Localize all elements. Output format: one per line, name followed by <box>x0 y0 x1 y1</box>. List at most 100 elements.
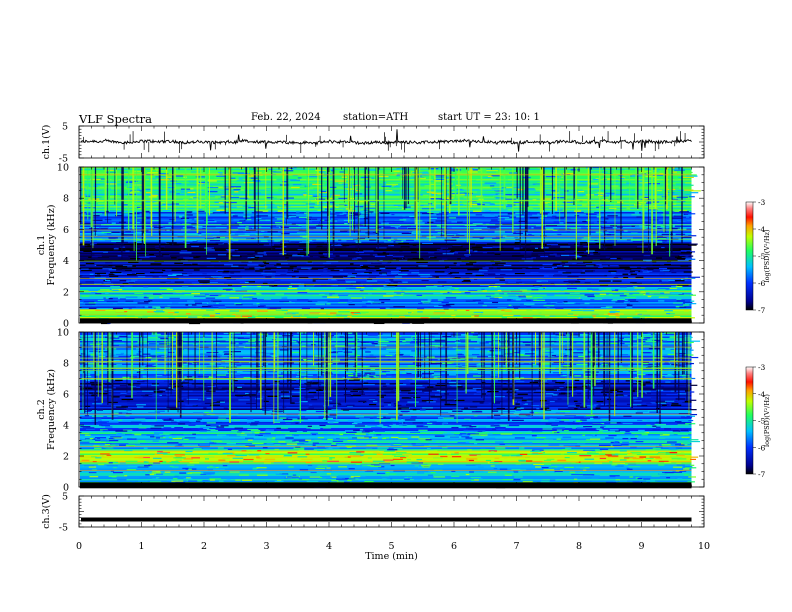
ch1-spectrogram-speckle <box>634 271 639 273</box>
ch2-spectrogram-speckle <box>556 398 562 400</box>
ch2-spectrogram-speckle <box>345 478 356 480</box>
ch2-spectrogram-speckle <box>271 363 283 365</box>
ch1-spectrogram-speckle <box>162 210 172 212</box>
ch1-spectrogram-speckle <box>451 315 456 317</box>
ch2-spectrogram-speckle <box>632 401 643 404</box>
ch2-spectrogram-speckle <box>517 402 525 405</box>
ch1-spectrogram-speckle <box>551 192 560 194</box>
ch2-spectrogram-speckle <box>658 453 666 455</box>
ch2-spectrogram-speckle <box>523 363 530 365</box>
ch1-spectrogram-speckle <box>402 215 406 217</box>
ch1-spectrogram-sferic <box>434 167 436 209</box>
ch1-spectrogram-speckle <box>189 201 201 203</box>
ch1-spectrogram-speckle <box>624 268 632 270</box>
ch1-spectrogram-speckle <box>437 232 444 234</box>
ch1-spectrogram-speckle <box>134 315 143 317</box>
ch1-spectrogram-speckle <box>567 297 579 299</box>
ch1-spectrogram-speckle <box>421 212 434 215</box>
ch1-spectrogram-speckle <box>560 289 565 291</box>
ch1-spectrogram-speckle <box>401 232 412 234</box>
ch2-spectrogram-speckle <box>609 461 613 463</box>
ch2-spectrogram-speckle <box>671 436 677 438</box>
ch1-spectrogram-band <box>80 216 692 219</box>
ch2-spectrogram-speckle <box>565 386 577 388</box>
ch1-spectrogram-speckle <box>433 312 446 314</box>
ch2-spectrogram-speckle <box>221 439 230 442</box>
ch2-spectrogram-speckle <box>552 380 557 382</box>
ch2-spectrogram-speckle <box>585 476 592 479</box>
ch1-spectrogram-speckle <box>322 262 332 265</box>
ch2-spectrogram-speckle <box>468 428 481 430</box>
ch1-spectrogram-speckle <box>89 203 99 205</box>
ch2-spectrogram-speckle <box>109 338 120 340</box>
ch2-spectrogram-speckle <box>469 432 482 434</box>
ch2-spectrogram-speckle <box>343 456 348 458</box>
ch1-spectrogram-speckle <box>255 233 263 235</box>
ch2-spectrogram-speckle <box>406 372 412 374</box>
ch2-spectrogram-speckle <box>149 481 162 483</box>
ch2-spectrogram-speckle <box>222 436 229 438</box>
ch2-spectrogram-speckle <box>409 380 418 382</box>
ch2-spectrogram-speckle <box>623 415 632 417</box>
ch1-spectrogram-speckle <box>224 264 233 266</box>
ch1-spectrogram-speckle <box>198 317 208 319</box>
ch1-spectrogram-speckle <box>279 184 289 186</box>
ch1-spectrogram-speckle <box>243 296 254 298</box>
ch1-spectrogram-speckle <box>108 298 113 300</box>
ch2-spectrogram-speckle <box>602 390 614 392</box>
ch1-spectrogram-speckle <box>430 198 442 200</box>
ch2-spectrogram-band <box>80 393 692 396</box>
ch1-spectrogram-speckle <box>613 277 619 279</box>
ch1-spectrogram-speckle <box>680 252 693 254</box>
ch1-spectrogram-speckle <box>482 246 493 249</box>
ch1-spectrogram-speckle <box>334 180 346 182</box>
ch2-spectrogram-speckle <box>557 374 563 376</box>
ch1-spectrogram-sferic <box>357 167 359 252</box>
ch1-spectrogram-speckle <box>688 255 694 257</box>
ch1-spectrogram-speckle <box>94 183 101 186</box>
ch1-spectrogram-band <box>80 305 692 307</box>
ch2-spectrogram-speckle <box>282 345 287 348</box>
ch1-spectrogram-speckle <box>342 244 350 247</box>
ch1-spectrogram-speckle <box>379 267 386 270</box>
ch2-spectrogram-speckle <box>412 444 425 447</box>
ch2-spectrogram-speckle <box>626 467 630 469</box>
ch1-spectrogram-speckle <box>85 262 95 265</box>
ch1-spectrogram-speckle <box>533 250 545 252</box>
ch1-spectrogram-speckle <box>238 177 246 179</box>
ch2-spectrogram-speckle <box>317 374 322 376</box>
ch1-spectrogram-speckle <box>445 297 457 299</box>
ch2-spectrogram-speckle <box>678 374 687 376</box>
ch1-spectrogram-speckle <box>479 237 484 240</box>
ch2-spectrogram-speckle <box>619 342 625 345</box>
ch2-spectrogram-speckle <box>588 451 596 453</box>
ch1-spectrogram-band <box>80 309 692 312</box>
ch2-spectrogram-speckle <box>95 439 101 441</box>
ch1-spectrogram-speckle <box>592 178 599 181</box>
station-label: station=ATH <box>343 112 409 123</box>
ch1-spectrogram-speckle <box>327 198 333 200</box>
ch1-spectrogram-speckle <box>465 273 473 275</box>
ch1-spectrogram-speckle <box>658 300 665 302</box>
ch2-spectrogram-speckle <box>561 419 570 421</box>
ch2-spectrogram-speckle <box>201 370 211 372</box>
ch2-spectrogram-speckle <box>106 397 112 399</box>
ch2-spectrogram-speckle <box>514 407 519 410</box>
ch2-spectrogram-speckle <box>374 430 385 432</box>
ch2-spectrogram-speckle <box>308 407 314 409</box>
ch2-spectrogram-speckle <box>233 383 245 386</box>
ch1-spectrogram-speckle <box>383 181 387 184</box>
ch1-spectrogram-speckle <box>244 267 250 269</box>
ch1-spectrogram-band <box>80 276 692 279</box>
ch1-spectrogram-speckle <box>370 204 375 206</box>
ch2-spectrogram-speckle <box>582 434 586 436</box>
ch2-spectrogram-speckle <box>224 353 231 355</box>
ch1-spectrogram-speckle <box>410 248 420 250</box>
ch2-spectrogram-band <box>80 410 692 412</box>
ch2-spectrogram-speckle <box>362 383 375 386</box>
ch2-spectrogram-speckle <box>299 382 305 385</box>
ch2-spectrogram-speckle <box>479 402 484 404</box>
ch1-spectrogram-speckle <box>386 293 397 295</box>
ch1-spectrogram-speckle <box>530 266 543 268</box>
ch1-spectrogram-speckle <box>675 214 684 216</box>
